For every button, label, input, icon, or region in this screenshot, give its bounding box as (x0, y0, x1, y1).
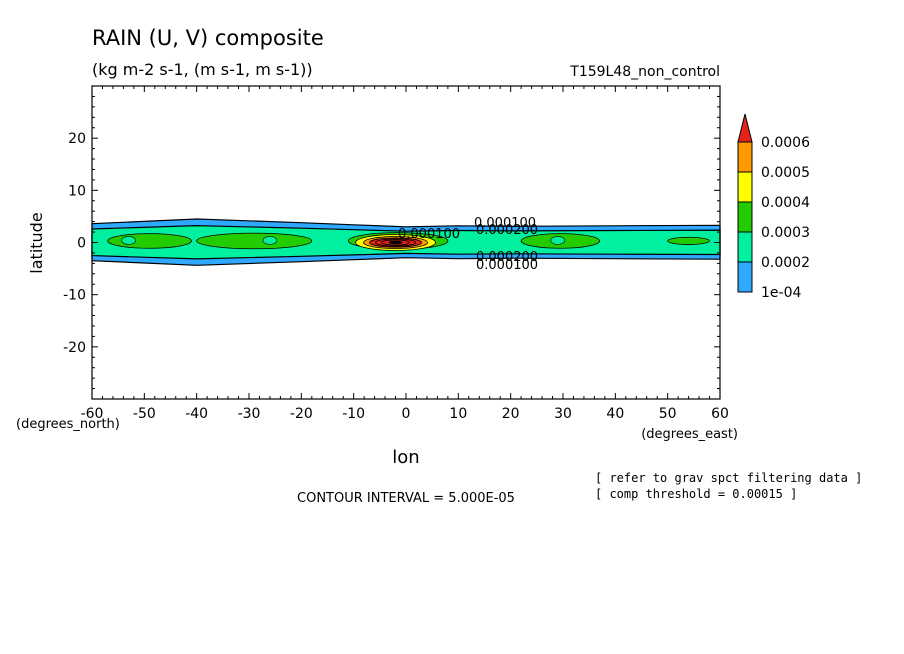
contour-label: 0.000100 (476, 258, 538, 273)
colorbar-label: 0.0005 (761, 165, 810, 181)
x-tick-label: 50 (659, 406, 677, 422)
chart-subtitle: (kg m-2 s-1, (m s-1, m s-1)) (92, 60, 313, 79)
x-tick-label: 30 (554, 406, 572, 422)
chart-title: RAIN (U, V) composite (92, 26, 324, 50)
contour-label: 0.000100 (398, 227, 460, 242)
x-tick-label: -40 (185, 406, 208, 422)
colorbar-label: 0.0006 (761, 135, 810, 151)
contour-hole (121, 236, 136, 245)
colorbar-label: 0.0004 (761, 195, 810, 211)
x-unit-label: (degrees_east) (641, 427, 738, 442)
x-axis-title: lon (392, 447, 419, 468)
x-tick-label: 0 (402, 406, 411, 422)
colorbar-extend-arrow (737, 113, 753, 143)
contour-patch-0.0004 (107, 233, 192, 249)
threshold-note: [ comp threshold = 0.00015 ] (595, 487, 797, 501)
colorbar: 0.0006 0.0005 0.0004 0.0003 0.0002 1e-04 (737, 113, 810, 301)
contour-core-center (388, 240, 403, 245)
x-tick-label: -30 (238, 406, 261, 422)
run-label: T159L48_non_control (569, 64, 720, 80)
plot-area: 0.000100 0.000200 0.000100 0.000200 0.00… (63, 85, 729, 422)
colorbar-label: 0.0003 (761, 225, 810, 241)
y-unit-label: (degrees_north) (16, 417, 120, 432)
x-tick-label: -10 (342, 406, 365, 422)
contour-label: 0.000100 (474, 216, 536, 231)
y-tick-label: 0 (77, 236, 86, 252)
contour-hole (550, 236, 566, 245)
colorbar-box (737, 141, 753, 173)
colorbar-label: 0.0002 (761, 255, 810, 271)
colorbar-label: 1e-04 (761, 285, 801, 301)
x-axis: -60 -50 -40 -30 -20 -10 0 10 20 30 40 50 60 (81, 86, 729, 422)
y-axis: 20 10 0 -10 -20 (63, 95, 720, 390)
x-tick-label: 60 (711, 406, 729, 422)
x-tick-label: -60 (81, 406, 104, 422)
y-axis-title: latitude (27, 212, 46, 273)
contour-patch-0.0004 (667, 236, 710, 245)
colorbar-box (737, 231, 753, 263)
y-tick-label: -20 (63, 340, 86, 356)
y-tick-label: 10 (68, 183, 86, 199)
colorbar-box (737, 171, 753, 203)
y-tick-label: -10 (63, 288, 86, 304)
x-tick-label: -20 (290, 406, 313, 422)
contour-patch-0.0004 (196, 232, 313, 250)
contour-hole (262, 236, 278, 245)
contour-labels: 0.000100 0.000200 0.000100 0.000200 0.00… (398, 216, 538, 273)
contour-label: 0.000200 (476, 223, 538, 238)
colorbar-box (737, 201, 753, 233)
x-tick-label: 10 (449, 406, 467, 422)
x-tick-label: 20 (502, 406, 520, 422)
y-tick-label: 20 (68, 131, 86, 147)
contour-label: 0.000200 (476, 250, 538, 265)
contour-interval-note: CONTOUR INTERVAL = 5.000E-05 (297, 491, 515, 506)
colorbar-box (737, 261, 753, 293)
x-tick-label: -50 (133, 406, 156, 422)
filter-note: [ refer to grav spct filtering data ] (595, 471, 862, 485)
x-tick-label: 40 (606, 406, 624, 422)
